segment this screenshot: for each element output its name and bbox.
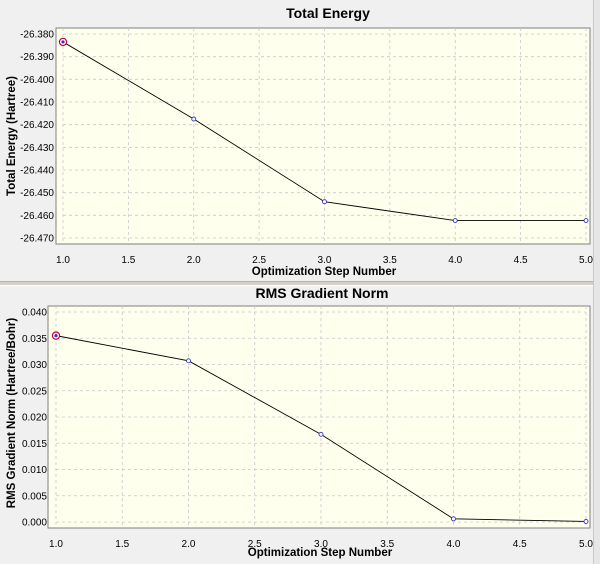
plot-area [47,305,591,529]
x-tick-label: 2.0 [182,539,196,550]
chart-title: RMS Gradient Norm [255,285,388,301]
x-tick-label: 2.5 [252,255,266,266]
data-points [58,37,589,223]
x-tick-label: 5.0 [579,539,593,550]
y-tick-label: 0.015 [22,439,47,450]
window-edge-scrollbar[interactable] [593,0,600,564]
x-tick-label: 1.0 [56,255,70,266]
x-tick-label: 4.0 [447,539,461,550]
data-point[interactable] [451,516,456,522]
grid-lines [55,306,587,528]
data-point[interactable] [318,431,324,437]
y-tick-label: -26.410 [20,98,54,109]
x-tick-label: 2.5 [248,539,262,550]
y-tick-label: -26.460 [20,211,54,222]
data-point[interactable] [452,218,458,223]
x-tick-label: 5.0 [579,255,593,266]
y-axis-label: RMS Gradient Norm (Hartree/Bohr) [6,318,18,509]
data-point-core [61,40,65,44]
x-tick-labels: 1.0 1.5 2.0 2.5 3.0 3.5 4.0 4.5 5.0 [56,255,593,266]
y-tick-label: 0.025 [22,386,47,397]
x-tick-label: 4.5 [513,539,527,550]
chart-title: Total Energy [286,5,370,21]
plot-area [55,27,591,245]
x-tick-label: 4.0 [448,255,462,266]
total-energy-chart: Total Energy -26.380 -26.390 -26.400 -26.41… [6,5,593,278]
x-tick-label: 1.5 [115,539,129,550]
x-tick-label: 2.0 [187,255,201,266]
y-tick-label: -26.470 [20,234,54,245]
x-tick-label: 1.5 [121,255,135,266]
pane-divider[interactable] [0,281,600,286]
y-tick-label: 0.005 [22,491,47,502]
data-points [51,331,589,524]
grid-lines [62,28,587,244]
y-tick-label: -26.450 [20,188,54,199]
x-tick-label: 3.0 [318,255,332,266]
y-axis-label: Total Energy (Hartree) [6,76,18,196]
x-tick-label: 1.0 [49,539,63,550]
y-tick-labels: -26.380 -26.390 -26.400 -26.410 -26.420 -26.4… [20,30,54,245]
data-point[interactable] [583,218,589,223]
y-tick-label: 0.010 [22,465,47,476]
data-point[interactable] [583,519,589,524]
y-tick-label: -26.420 [20,120,54,131]
y-tick-label: -26.380 [20,30,54,41]
data-point[interactable] [186,358,191,364]
x-axis-label: Optimization Step Number [252,266,397,278]
y-tick-label: -26.390 [20,52,54,63]
data-point[interactable] [191,116,197,122]
y-tick-label: 0.035 [22,334,47,345]
x-axis-label: Optimization Step Number [248,547,393,559]
y-tick-label: -26.440 [20,166,54,177]
y-tick-label: -26.430 [20,143,54,154]
x-tick-label: 3.0 [314,539,328,550]
data-point[interactable] [322,199,327,205]
x-tick-label: 3.5 [383,255,397,266]
y-tick-labels: 0.040 0.035 0.030 0.025 0.020 0.015 0.010 0.005… [22,308,47,529]
y-tick-label: 0.040 [22,308,47,319]
y-tick-label: 0.030 [22,360,47,371]
y-tick-label: 0.020 [22,413,47,424]
data-point-core [54,334,58,338]
x-tick-label: 4.5 [514,255,528,266]
y-tick-label: 0.000 [22,518,47,529]
x-tick-labels: 1.0 1.5 2.0 2.5 3.0 3.5 4.0 4.5 5.0 [49,539,593,550]
x-tick-label: 3.5 [380,539,394,550]
y-tick-label: -26.400 [20,75,54,86]
